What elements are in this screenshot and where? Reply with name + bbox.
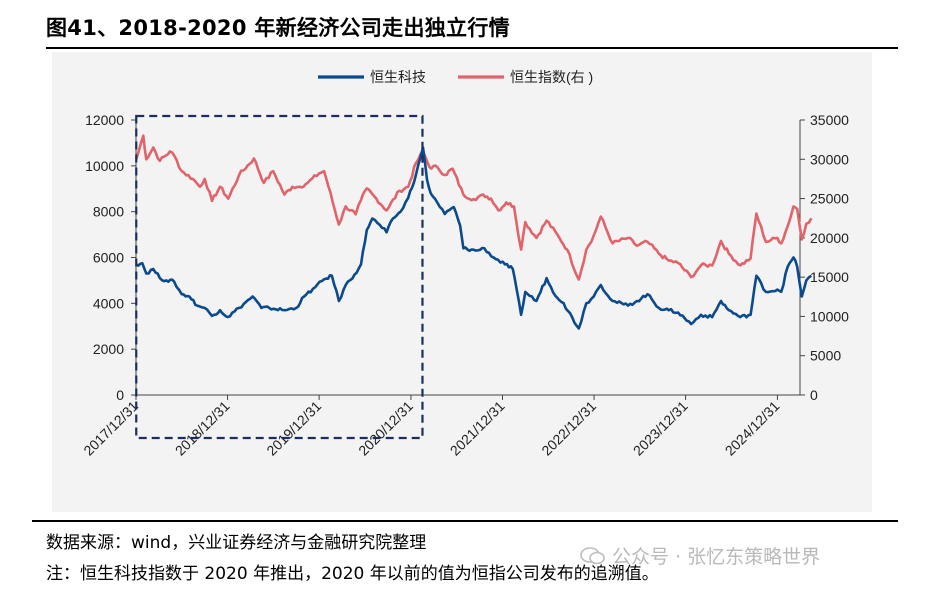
y-left-tick-label: 8000 bbox=[93, 204, 124, 220]
y-right-tick-label: 30000 bbox=[810, 151, 849, 167]
highlight-box bbox=[135, 114, 424, 440]
x-tick-label: 2022/12/31 bbox=[538, 398, 599, 459]
watermark: 公众号 · 张忆东策略世界 bbox=[580, 542, 820, 569]
wechat-icon bbox=[580, 546, 606, 566]
bottom-rule bbox=[32, 520, 898, 522]
x-tick-label: 2023/12/31 bbox=[630, 398, 691, 459]
y-left-tick-label: 4000 bbox=[93, 295, 124, 311]
x-tick-label: 2017/12/31 bbox=[80, 398, 141, 459]
y-right-tick-label: 35000 bbox=[810, 112, 849, 128]
y-right-tick-label: 10000 bbox=[810, 308, 849, 324]
x-tick-label: 2019/12/31 bbox=[263, 398, 324, 459]
watermark-text: 公众号 · 张忆东策略世界 bbox=[612, 546, 821, 568]
series-line-hstech bbox=[135, 146, 813, 330]
series-line-hsi bbox=[135, 134, 813, 281]
y-right-tick-label: 15000 bbox=[810, 269, 849, 285]
chart-background bbox=[52, 52, 872, 512]
y-left-tick-label: 0 bbox=[116, 387, 124, 403]
x-tick-label: 2020/12/31 bbox=[355, 398, 416, 459]
source-note: 数据来源：wind，兴业证券经济与金融研究院整理 bbox=[46, 533, 427, 553]
legend-label: 恒生指数(右 ) bbox=[510, 69, 593, 85]
axes: 0 2000 4000 6000 8000 10000 12000 0 5000 10000 150… bbox=[80, 112, 849, 459]
legend-label: 恒生科技 bbox=[370, 69, 426, 85]
footnote: 注：恒生科技指数于 2020 年推出，2020 年以前的值为恒指公司发布的追溯值… bbox=[46, 564, 659, 584]
figure-title: 图41、2018-2020 年新经济公司走出独立行情 bbox=[46, 16, 510, 40]
top-rule bbox=[46, 47, 898, 49]
y-left-tick-label: 6000 bbox=[93, 250, 124, 266]
legend: 恒生科技 恒生指数(右 ) bbox=[318, 69, 593, 85]
y-right-tick-label: 20000 bbox=[810, 230, 849, 246]
y-right-tick-label: 5000 bbox=[810, 348, 841, 364]
y-right-tick-label: 25000 bbox=[810, 191, 849, 207]
y-left-tick-label: 12000 bbox=[85, 112, 124, 128]
highlight-box-group bbox=[135, 114, 424, 440]
y-right-tick-label: 0 bbox=[810, 387, 818, 403]
y-left-tick-label: 2000 bbox=[93, 341, 124, 357]
series-group bbox=[135, 134, 813, 330]
x-tick-label: 2024/12/31 bbox=[722, 398, 783, 459]
x-tick-label: 2018/12/31 bbox=[172, 398, 233, 459]
x-tick-label: 2021/12/31 bbox=[447, 398, 508, 459]
y-left-tick-label: 10000 bbox=[85, 158, 124, 174]
